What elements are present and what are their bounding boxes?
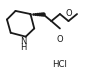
Text: O: O bbox=[56, 35, 63, 44]
Text: H: H bbox=[20, 43, 27, 52]
Text: O: O bbox=[66, 9, 72, 18]
Text: HCl: HCl bbox=[52, 60, 67, 69]
Text: N: N bbox=[20, 37, 27, 46]
